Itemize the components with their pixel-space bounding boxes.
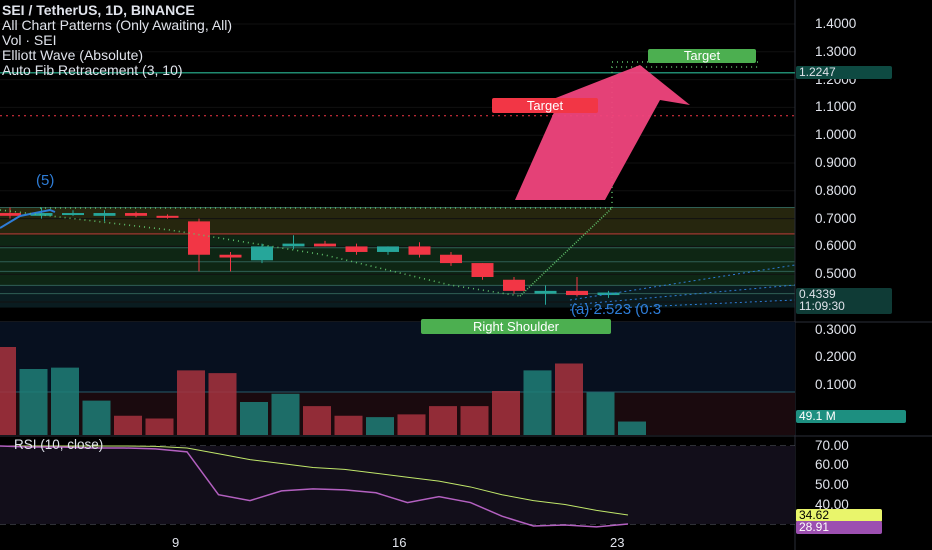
rsi-ma-line: [0, 445, 629, 516]
price-tick: 1.0000: [815, 127, 857, 143]
rsi-title[interactable]: RSI (10, close): [14, 437, 104, 452]
rsi-tick: 70.00: [815, 438, 849, 453]
current-price-badge: 0.4339: [796, 288, 892, 303]
volume-bar: [51, 367, 79, 435]
price-tick: 0.8000: [815, 182, 857, 198]
price-tick: 0.7000: [815, 210, 857, 226]
rsi-band-bg: [0, 446, 795, 524]
rsi-tick: 60.00: [815, 457, 849, 472]
price-tick: 0.9000: [815, 155, 857, 170]
candle-body: [345, 246, 368, 252]
rsi-ma-badge: 34.62: [796, 509, 882, 522]
volume-bar: [460, 406, 489, 435]
candle-body: [125, 213, 147, 216]
price-tick: 1.4000: [815, 16, 857, 31]
volume-bar: [397, 414, 426, 435]
volume-bar: [19, 369, 48, 435]
volume-bar: [82, 400, 111, 435]
time-tick: 16: [392, 535, 407, 550]
volume-bar: [303, 406, 331, 435]
legend-fib[interactable]: Auto Fib Retracement (3, 10): [2, 62, 183, 78]
volume-tick: 0.3000: [815, 322, 857, 337]
candle-body: [408, 246, 431, 255]
right-shoulder-label: Right Shoulder: [421, 319, 611, 334]
candle-body: [377, 246, 399, 252]
candle-body: [188, 221, 210, 255]
rsi-tick: 50.00: [815, 477, 849, 492]
elliott-wave-line: [0, 208, 56, 229]
target-arrow: [515, 65, 690, 200]
legend-volume[interactable]: Vol · SEI: [2, 32, 57, 48]
volume-bars: [0, 322, 795, 435]
fib-zone-lower: [0, 285, 795, 308]
candle-body: [534, 290, 557, 294]
candle-body: [314, 243, 336, 247]
candle-body: [0, 213, 21, 216]
candle-body: [251, 246, 273, 261]
rsi-pane: [0, 445, 795, 528]
candle-body: [597, 292, 620, 296]
candle-body: [503, 279, 525, 291]
wave-5-label: (5): [36, 172, 55, 189]
candle-body: [440, 254, 462, 264]
target-price-badge: 1.2247: [796, 66, 892, 79]
price-tick: 0.5000: [815, 266, 857, 282]
volume-bar: [555, 363, 583, 435]
rsi-tick: 40.00: [815, 497, 849, 512]
legend-elliott[interactable]: Elliott Wave (Absolute): [2, 47, 144, 63]
volume-bar: [145, 418, 174, 435]
pattern-zones: [0, 206, 795, 308]
price-tick: 1.3000: [815, 43, 857, 59]
candle-body: [219, 254, 242, 258]
volume-bar: [177, 370, 205, 435]
fib-zone-upper: [0, 207, 795, 236]
indicator-legend[interactable]: SEI / TetherUS, 1D, BINANCE All Chart Pa…: [2, 3, 232, 78]
rsi-line: [0, 445, 629, 528]
candle-body: [62, 213, 84, 216]
legend-patterns[interactable]: All Chart Patterns (Only Awaiting, All): [2, 17, 233, 33]
volume-bar: [271, 393, 300, 435]
fib-zone-middle: [0, 235, 795, 286]
volume-bar: [523, 370, 552, 435]
candle-body: [471, 263, 494, 277]
volume-bar: [618, 421, 646, 435]
rsi-badge: 28.91: [796, 521, 882, 534]
candle-body: [566, 290, 588, 296]
wave-a-label: (a) 2.523 (0.3: [571, 301, 662, 318]
volume-bar: [114, 415, 142, 435]
volume-bar: [429, 406, 457, 435]
time-tick: 9: [172, 535, 180, 550]
volume-bar: [240, 402, 268, 435]
volume-badge: 49.1 M: [796, 410, 906, 423]
candlesticks: [0, 207, 620, 305]
volume-tick: 0.2000: [815, 349, 857, 364]
symbol-title[interactable]: SEI / TetherUS, 1D, BINANCE: [2, 2, 195, 18]
target-label-top: Target: [648, 49, 756, 63]
volume-bar: [208, 373, 237, 435]
volume-bar: [492, 391, 520, 435]
volume-tick: 0.1000: [815, 377, 857, 392]
volume-bar: [586, 392, 615, 435]
price-tick: 1.1000: [815, 99, 857, 115]
candle-body: [93, 213, 116, 216]
volume-bar: [334, 415, 363, 435]
candle-body: [156, 215, 179, 218]
candle-body: [30, 213, 53, 216]
candle-countdown: 11:09:30: [796, 300, 892, 314]
volume-bar: [366, 417, 394, 435]
price-tick: 0.6000: [815, 238, 857, 254]
time-tick: 23: [610, 535, 625, 550]
target-label-mid: Target: [492, 98, 598, 113]
candle-body: [282, 243, 305, 247]
volume-bar: [0, 347, 16, 435]
